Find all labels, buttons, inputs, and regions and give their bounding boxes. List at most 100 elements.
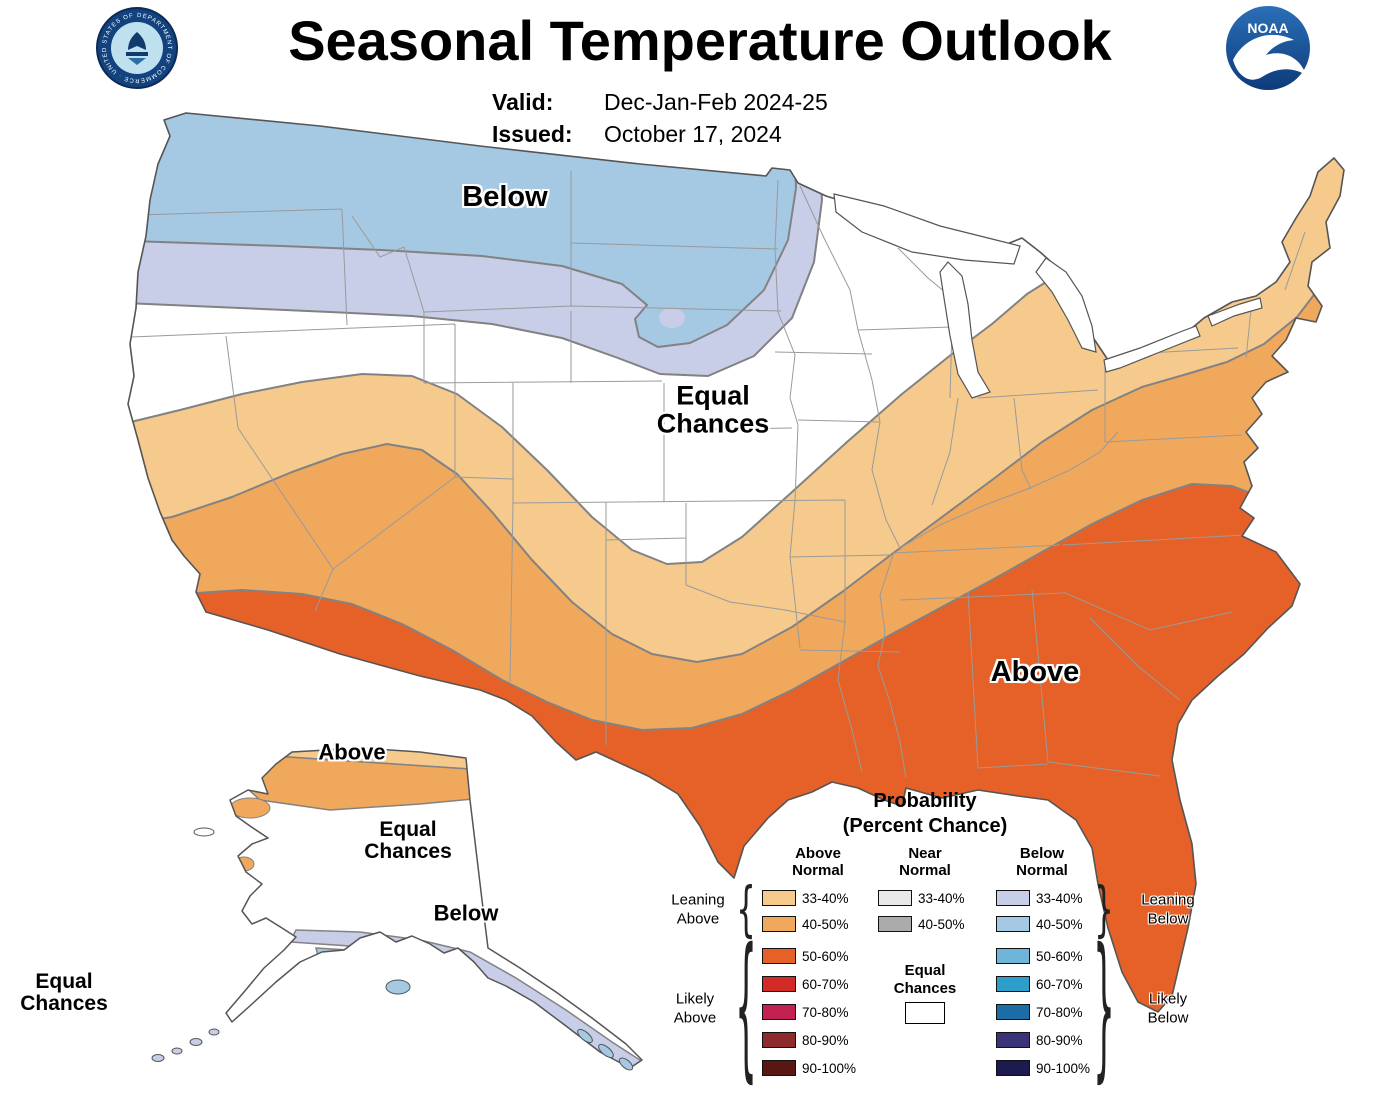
legend-swatch-above-80-90 (762, 1032, 796, 1048)
legend-leaning-above: Leaning Above (671, 891, 724, 929)
legend-row-near-33-40: 33-40% (878, 889, 965, 907)
state-boundaries (130, 171, 1306, 779)
valid-value: Dec-Jan-Feb 2024-25 (604, 89, 828, 115)
lake-superior (833, 193, 1021, 265)
label-line: Chances (20, 992, 108, 1015)
label-line: Likely (1148, 990, 1188, 1008)
doc-seal-emblem-keel (128, 58, 146, 65)
label-alaska-below: Below (433, 900, 499, 926)
label-alaska-above: Above (318, 739, 386, 765)
legend-range-label: 40-50% (918, 916, 965, 932)
issued-value: October 17, 2024 (604, 121, 782, 148)
doc-seal-emblem (128, 32, 146, 50)
valid-row: Valid: Dec-Jan-Feb 2024-25 (492, 86, 828, 118)
label-line: Normal (1016, 862, 1068, 880)
legend-likely-above: Likely Above (674, 990, 717, 1028)
page-title: Seasonal Temperature Outlook (288, 9, 1112, 72)
legend-swatch-below-40-50 (996, 916, 1030, 932)
legend-swatch-below-33-40 (996, 890, 1030, 906)
island-panhandle-2 (598, 1043, 614, 1059)
label-line: Leaning (1141, 891, 1195, 909)
legend-row-below-60-70: 60-70% (996, 975, 1083, 993)
alaska-below-33-40 (288, 929, 642, 1068)
legend-subtitle: (Percent Chance) (842, 815, 1008, 837)
legend-swatch-below-60-70 (996, 976, 1030, 992)
label-conus-above: Above (990, 655, 1080, 688)
label-line: Below (1147, 910, 1189, 927)
legend-swatch-above-70-80 (762, 1004, 796, 1020)
legend-equal-chances-swatch (905, 1002, 945, 1024)
island-aleutian-1 (208, 1028, 220, 1036)
lake-erie (1103, 325, 1201, 373)
label-line: Normal (792, 862, 844, 880)
legend-likely-below: Likely Below (1148, 990, 1189, 1028)
label-conus-below: Below (462, 180, 548, 213)
brace-leaning-below: } (1094, 875, 1114, 945)
legend-col-above-normal: Above Normal (792, 845, 844, 880)
legend-swatch-above-60-70 (762, 976, 796, 992)
doc-seal: DEPARTMENT OF COMMERCE · UNITED STATES O… (0, 0, 178, 89)
noaa-text: NOAA (1247, 20, 1288, 36)
label-line: Equal (35, 969, 93, 993)
label-line: Equal (904, 962, 946, 979)
legend-row-below-80-90: 80-90% (996, 1031, 1083, 1049)
label-line: Normal (899, 862, 951, 880)
legend-row-above-33-40: 33-40% (762, 889, 849, 907)
label-line: Likely (675, 990, 715, 1008)
legend-col-below-normal: Below Normal (1016, 845, 1068, 880)
legend-swatch-above-50-60 (762, 948, 796, 964)
legend-range-label: 50-60% (1036, 948, 1083, 964)
legend-swatch-below-70-80 (996, 1004, 1030, 1020)
legend-swatch-below-80-90 (996, 1032, 1030, 1048)
island-aleutian-3 (171, 1047, 183, 1055)
legend-row-above-70-80: 70-80% (762, 1003, 849, 1021)
legend-range-label: 90-100% (1036, 1060, 1091, 1076)
noaa-logo: NOAA (1226, 6, 1310, 90)
lake-michigan (939, 261, 991, 399)
brace-likely-below: } (1093, 917, 1115, 1101)
noaa-bird-icon (1233, 34, 1306, 80)
label-line: Above (676, 910, 720, 927)
issued-row: Issued: October 17, 2024 (492, 118, 828, 150)
brace-leaning-above: { (736, 875, 756, 945)
legend-range-label: 60-70% (802, 976, 849, 992)
legend-range-label: 33-40% (1036, 890, 1083, 906)
legend-leaning-below: Leaning Below (1141, 891, 1194, 929)
doc-seal-center (111, 22, 163, 74)
legend-swatch-below-90-100 (996, 1060, 1030, 1076)
island-kodiak (385, 979, 411, 995)
island-aleutian-4 (151, 1054, 165, 1062)
label-conus-equal-chances: Equal Chances (656, 380, 770, 439)
lake-huron (1035, 257, 1097, 353)
label-line: Above (673, 1009, 717, 1026)
legend-row-near-40-50: 40-50% (878, 915, 965, 933)
label-line: Below (1147, 1009, 1189, 1026)
legend-row-below-90-100: 90-100% (996, 1059, 1090, 1077)
island-panhandle-1 (577, 1028, 593, 1044)
legend-title: Probability (873, 790, 977, 812)
legend-swatch-above-40-50 (762, 916, 796, 932)
legend-swatch-above-90-100 (762, 1060, 796, 1076)
label-line: Leaning (671, 891, 725, 909)
island-aleutian-2 (189, 1038, 203, 1046)
island-panhandle-3 (618, 1057, 634, 1071)
legend-swatch-near-33-40 (878, 890, 912, 906)
legend-swatch-near-40-50 (878, 916, 912, 932)
label-hawaii-equal-chances: Equal Chances (20, 969, 108, 1015)
legend-range-label: 60-70% (1036, 976, 1083, 992)
label-line: Chances (656, 409, 770, 439)
label-line: Equal (676, 380, 750, 411)
legend-range-label: 50-60% (802, 948, 849, 964)
legend-range-label: 40-50% (802, 916, 849, 932)
label-line: Above (795, 845, 841, 862)
legend-row-below-50-60: 50-60% (996, 947, 1083, 965)
region-below-curl (659, 308, 685, 328)
legend-row-below-70-80: 70-80% (996, 1003, 1083, 1021)
legend-range-label: 70-80% (802, 1004, 849, 1020)
doc-seal-ring-edge (96, 7, 178, 89)
label-line: Near (908, 845, 942, 862)
legend-row-above-60-70: 60-70% (762, 975, 849, 993)
label-line: Chances (893, 980, 957, 997)
legend-row-below-40-50: 40-50% (996, 915, 1083, 933)
